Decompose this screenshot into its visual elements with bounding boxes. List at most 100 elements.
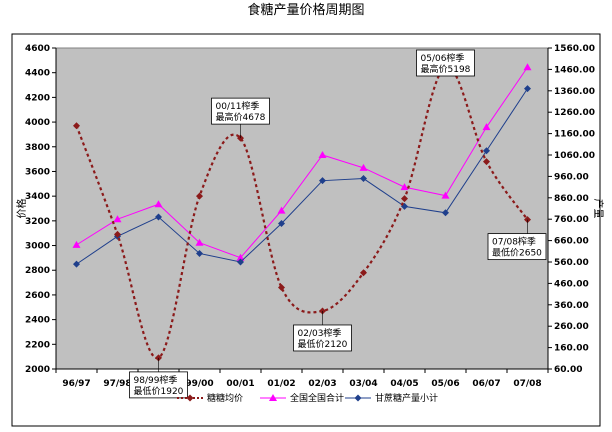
right-axis-tick-label: 60.00 xyxy=(554,365,582,375)
right-axis-tick-label: 660.00 xyxy=(554,237,589,247)
x-axis-tick-label: 96/97 xyxy=(62,379,90,389)
series-2-point xyxy=(360,175,367,183)
left-axis-label: 价格 xyxy=(15,199,28,219)
legend-label: 糖糖均价 xyxy=(207,392,243,404)
left-axis-tick-label: 3000 xyxy=(25,242,50,252)
plot-area xyxy=(55,47,549,370)
series-1-point xyxy=(195,238,204,246)
left-axis-tick-label: 3400 xyxy=(25,192,50,202)
x-axis-tick-label: 01/02 xyxy=(267,379,295,389)
annotation-box xyxy=(293,324,352,352)
annotation-text: 最高价4678 xyxy=(216,111,266,123)
series-1-point xyxy=(154,200,163,208)
left-axis-tick-label: 2800 xyxy=(25,266,50,276)
left-axis-tick-label: 4000 xyxy=(25,118,50,128)
right-axis-tick-label: 760.00 xyxy=(554,215,589,225)
series-2-point xyxy=(442,209,449,217)
x-axis-tick-label: 06/07 xyxy=(472,379,500,389)
series-0-point xyxy=(483,158,490,166)
left-axis-tick-label: 3600 xyxy=(25,167,50,177)
x-axis-tick-label: 07/08 xyxy=(513,379,541,389)
right-axis-tick-label: 1360.00 xyxy=(554,87,595,97)
series-0-point xyxy=(73,122,80,130)
series-2-point xyxy=(237,258,244,266)
right-axis-label: 产量 xyxy=(592,199,605,219)
series-1-point xyxy=(482,123,491,131)
series-2-line xyxy=(76,88,528,265)
series-0-point xyxy=(196,192,203,200)
left-axis-tick-label: 2600 xyxy=(25,291,50,301)
annotation-box xyxy=(416,49,475,77)
right-axis-tick-label: 1160.00 xyxy=(554,130,595,140)
right-axis-tick-label: 360.00 xyxy=(554,301,589,311)
series-0-point xyxy=(114,230,121,238)
annotation-text: 02/03榨季 xyxy=(298,327,342,339)
legend-label: 全国全国合计 xyxy=(290,392,344,404)
x-axis-tick-label: 99/00 xyxy=(185,379,213,389)
series-1-point xyxy=(400,183,409,191)
right-axis-tick-label: 560.00 xyxy=(554,258,589,268)
annotation-text: 07/08榨季 xyxy=(492,236,536,248)
legend-label: 甘蔗糖产量小计 xyxy=(375,392,438,404)
series-1-point xyxy=(113,215,122,223)
right-axis-tick-label: 260.00 xyxy=(554,322,589,332)
legend-swatch-marker xyxy=(186,394,194,402)
series-1-point xyxy=(359,163,368,171)
right-axis-tick-label: 160.00 xyxy=(554,344,589,354)
series-1-point xyxy=(523,63,532,71)
annotation-text: 最高价5198 xyxy=(421,63,471,75)
annotation-text: 最低价1920 xyxy=(134,385,184,397)
annotation-box xyxy=(211,97,270,125)
annotation-text: 98/99榨季 xyxy=(134,374,178,386)
left-axis-tick-label: 4400 xyxy=(25,69,50,79)
right-axis-tick-label: 860.00 xyxy=(554,194,589,204)
left-axis-tick-label: 2400 xyxy=(25,316,50,326)
series-2-point xyxy=(278,219,285,227)
right-axis-tick-label: 460.00 xyxy=(554,279,589,289)
series-2-point xyxy=(319,177,326,185)
title-return-mark: ↵ xyxy=(357,8,365,18)
series-2-point xyxy=(73,260,80,268)
annotation-box xyxy=(487,233,547,261)
left-axis-tick-label: 4200 xyxy=(25,93,50,103)
left-axis-tick-label: 4600 xyxy=(25,44,50,54)
right-axis-tick-label: 960.00 xyxy=(554,172,589,182)
x-axis-tick-label: 04/05 xyxy=(390,379,418,389)
left-axis-tick-label: 3800 xyxy=(25,143,50,153)
series-1-point xyxy=(441,191,450,199)
series-2-point xyxy=(524,85,531,93)
series-1-point xyxy=(318,151,327,158)
right-axis-tick-label: 1260.00 xyxy=(554,108,595,118)
left-axis-tick-label: 3200 xyxy=(25,217,50,227)
series-0-point xyxy=(401,195,408,203)
series-2-point xyxy=(196,249,203,257)
x-axis-tick-label: 00/01 xyxy=(226,379,254,389)
annotation-box xyxy=(129,371,188,399)
series-0-point xyxy=(360,269,367,277)
series-1-line xyxy=(76,66,528,259)
series-1-point xyxy=(277,206,286,214)
legend-swatch-marker xyxy=(354,394,362,402)
series-0-point xyxy=(278,284,285,292)
right-axis-tick-label: 1560.00 xyxy=(554,44,595,54)
left-axis-tick-label: 2200 xyxy=(25,340,50,350)
legend-swatch-marker xyxy=(269,394,277,401)
right-axis-tick-label: 1060.00 xyxy=(554,151,595,161)
x-axis-tick-label: 97/98 xyxy=(103,379,131,389)
x-axis-tick-label: 03/04 xyxy=(349,379,377,389)
series-1-point xyxy=(236,253,245,261)
annotation-text: 05/06榨季 xyxy=(421,52,465,64)
annotation-text: 最低价2120 xyxy=(298,338,348,350)
right-axis-tick-label: 1460.00 xyxy=(554,65,595,75)
annotation-text: 00/11榨季 xyxy=(216,100,260,112)
series-1-point xyxy=(72,240,81,248)
series-2-point xyxy=(483,147,490,155)
series-2-point xyxy=(155,213,162,221)
left-axis-tick-label: 2000 xyxy=(25,365,50,375)
x-axis-tick-label: 02/03 xyxy=(308,379,336,389)
x-axis-tick-label: 05/06 xyxy=(431,379,459,389)
chart-title: 食糖产量价格周期图 xyxy=(247,2,364,18)
annotation-text: 最低价2650 xyxy=(492,247,542,259)
